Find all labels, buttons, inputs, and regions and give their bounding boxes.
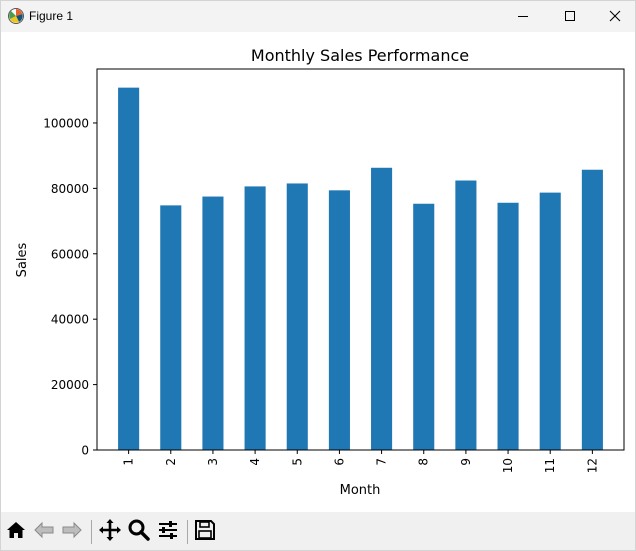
x-tick-label: 9 — [459, 458, 473, 466]
navigation-toolbar — [1, 512, 635, 550]
bar-month-5 — [286, 183, 308, 450]
x-tick-label: 12 — [585, 458, 599, 473]
configure-subplots-button[interactable] — [155, 519, 181, 545]
configure-subplots-icon — [156, 518, 180, 546]
minimize-icon — [517, 7, 529, 26]
bar-month-12 — [581, 169, 603, 451]
x-tick-label: 3 — [206, 458, 220, 466]
x-tick-label: 4 — [248, 458, 262, 466]
minimize-button[interactable] — [500, 1, 546, 32]
axes-frame — [96, 68, 625, 451]
y-tick-label: 80000 — [51, 182, 89, 196]
window-title: Figure 1 — [29, 9, 74, 23]
x-tick-label: 8 — [417, 458, 431, 466]
close-button[interactable] — [592, 1, 635, 32]
bar-month-9 — [455, 180, 477, 450]
figure-canvas[interactable]: Monthly Sales Performance 0 20000 40000 600… — [1, 32, 635, 512]
x-axis-label: Month — [340, 483, 381, 498]
bar-month-4 — [244, 186, 266, 450]
bar-month-7 — [371, 167, 393, 450]
close-icon — [609, 7, 621, 26]
zoom-button[interactable] — [126, 519, 152, 545]
home-button[interactable] — [3, 519, 29, 545]
bar-month-11 — [539, 192, 561, 450]
toolbar-separator — [91, 520, 92, 544]
x-tick-label: 6 — [332, 458, 346, 466]
bar-month-3 — [202, 196, 224, 450]
bar-month-10 — [497, 202, 519, 450]
bars-group — [118, 87, 603, 451]
title-bar[interactable]: Figure 1 — [1, 1, 635, 32]
y-tick-label: 60000 — [51, 247, 89, 261]
forward-button[interactable] — [59, 519, 85, 545]
bar-month-2 — [160, 205, 182, 450]
x-tick-label: 11 — [543, 458, 557, 473]
x-tick-label: 1 — [122, 458, 136, 466]
x-tick-label: 5 — [290, 458, 304, 466]
toolbar-separator — [187, 520, 188, 544]
back-icon — [33, 519, 55, 545]
bar-month-8 — [413, 203, 435, 450]
y-axis-ticks: 0 20000 40000 60000 80000 100000 — [43, 116, 97, 458]
x-tick-label: 2 — [164, 458, 178, 466]
zoom-icon — [127, 518, 151, 546]
x-tick-label: 7 — [375, 458, 389, 466]
y-tick-label: 100000 — [43, 116, 89, 130]
y-tick-label: 20000 — [51, 378, 89, 392]
forward-icon — [61, 519, 83, 545]
maximize-icon — [564, 7, 576, 26]
bar-month-6 — [328, 190, 350, 450]
y-tick-label: 40000 — [51, 313, 89, 327]
pan-button[interactable] — [97, 519, 123, 545]
back-button[interactable] — [31, 519, 57, 545]
matplotlib-app-icon — [7, 7, 25, 25]
maximize-button[interactable] — [547, 1, 593, 32]
x-axis-ticks: 1 2 3 4 5 6 7 8 9 10 11 12 — [122, 450, 599, 473]
chart-title: Monthly Sales Performance — [251, 46, 469, 65]
bar-month-1 — [118, 87, 140, 450]
home-icon — [5, 519, 27, 545]
y-axis-label: Sales — [15, 242, 30, 277]
bar-chart: Monthly Sales Performance 0 20000 40000 600… — [15, 46, 625, 498]
save-button[interactable] — [192, 519, 218, 545]
save-icon — [194, 519, 216, 545]
x-tick-label: 10 — [501, 458, 515, 473]
pan-icon — [98, 518, 122, 546]
y-tick-label: 0 — [81, 444, 89, 458]
